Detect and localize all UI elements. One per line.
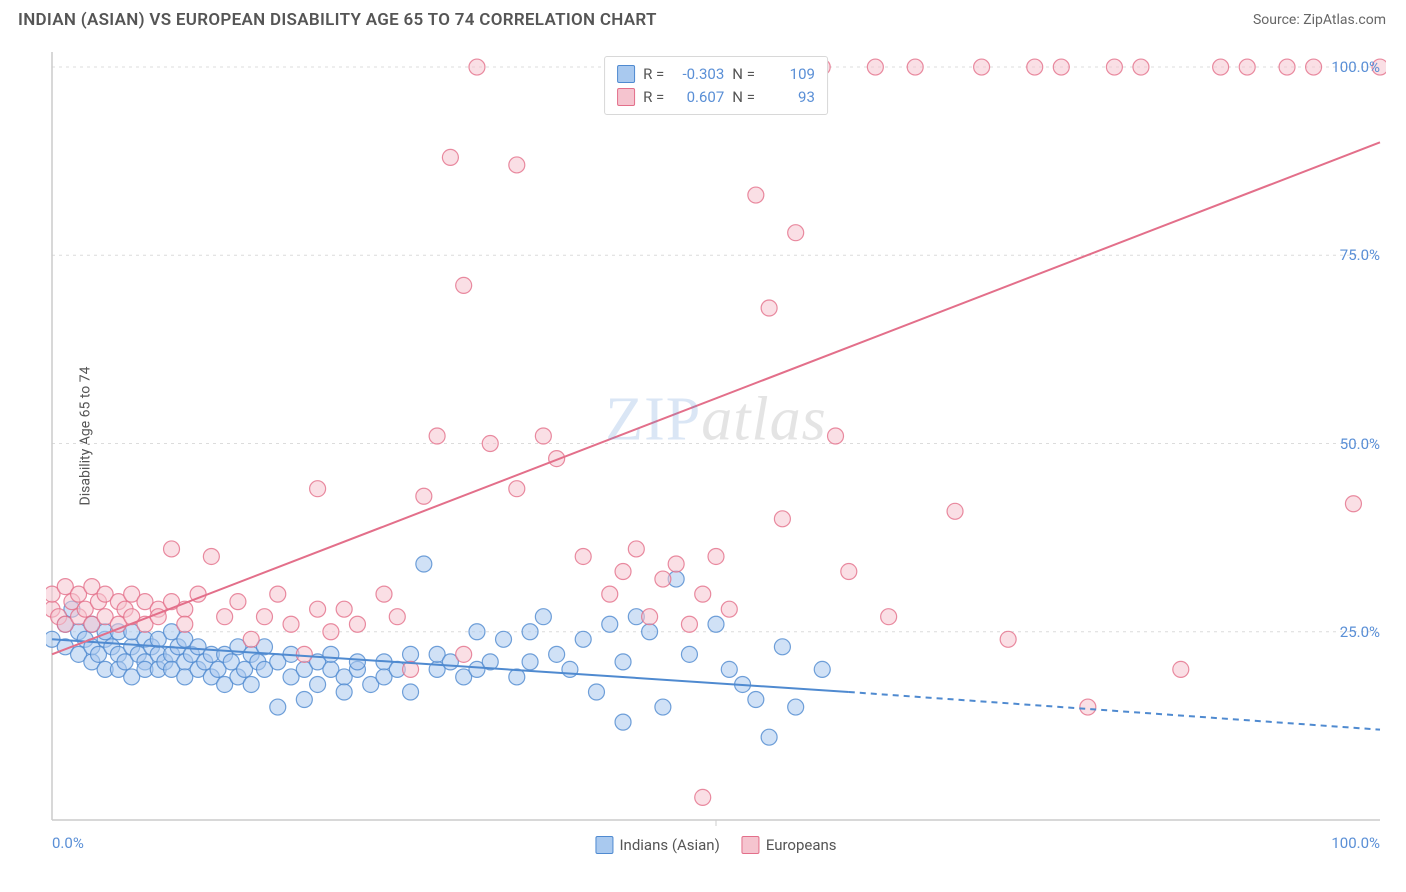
source-attribution: Source: ZipAtlas.com (1253, 12, 1386, 28)
r-label: R = (643, 63, 664, 86)
n-value: 93 (763, 86, 815, 109)
n-label: N = (732, 63, 755, 86)
legend-swatch (595, 836, 613, 854)
r-value: 0.607 (672, 86, 724, 109)
chart-title: INDIAN (ASIAN) VS EUROPEAN DISABILITY AG… (18, 10, 657, 30)
series-legend: Indians (Asian) Europeans (595, 836, 836, 854)
y-tick-label: 100.0% (1331, 58, 1380, 76)
n-value: 109 (763, 63, 815, 86)
chart-container: Disability Age 65 to 74 ZIPatlas R = -0.… (46, 46, 1386, 826)
n-label: N = (732, 86, 755, 109)
legend-label: Indians (Asian) (619, 836, 719, 854)
legend-item: Indians (Asian) (595, 836, 719, 854)
legend-swatch (617, 88, 635, 106)
y-tick-label: 50.0% (1340, 435, 1380, 453)
scatter-plot (46, 46, 1386, 826)
legend-swatch (617, 65, 635, 83)
x-tick-label: 0.0% (52, 834, 84, 852)
stats-row: R = 0.607 N = 93 (617, 86, 815, 109)
legend-item: Europeans (742, 836, 837, 854)
stats-row: R = -0.303 N = 109 (617, 63, 815, 86)
r-label: R = (643, 86, 664, 109)
legend-swatch (742, 836, 760, 854)
r-value: -0.303 (672, 63, 724, 86)
correlation-stats-legend: R = -0.303 N = 109 R = 0.607 N = 93 (604, 56, 828, 115)
x-tick-label: 100.0% (1331, 834, 1380, 852)
legend-label: Europeans (766, 836, 837, 854)
y-tick-label: 75.0% (1340, 246, 1380, 264)
y-tick-label: 25.0% (1340, 623, 1380, 641)
